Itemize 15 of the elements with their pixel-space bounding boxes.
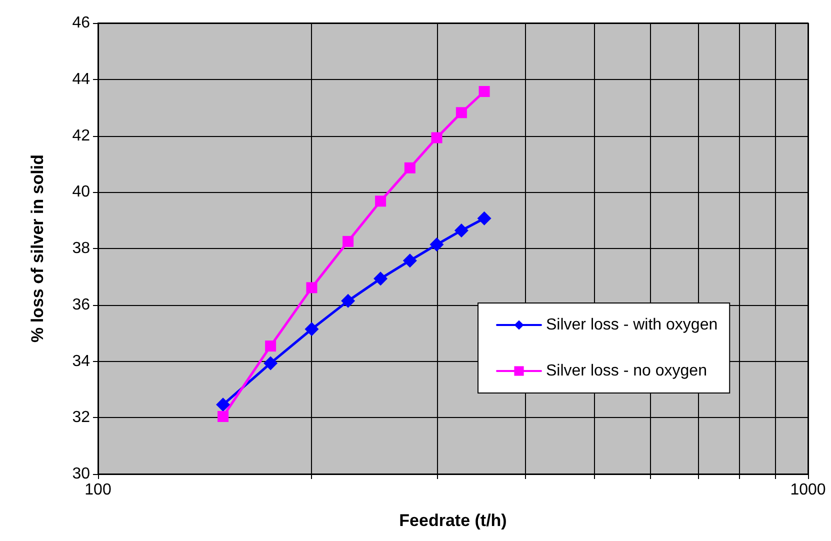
x-axis-title: Feedrate (t/h) [399,511,507,530]
x-tick-label: 1000 [790,482,826,498]
y-tick-label: 40 [72,184,90,201]
y-tick-label: 34 [72,352,90,370]
y-tick-label: 42 [72,127,90,144]
legend-label: Silver loss - with oxygen [546,316,718,334]
y-tick-label: 30 [72,466,90,482]
y-tick-label: 36 [72,296,90,314]
y-tick-label: 44 [72,70,90,88]
legend-label: Silver loss - no oxygen [546,362,707,380]
y-tick-label: 32 [72,409,90,426]
y-tick-label: 46 [72,14,90,32]
x-tick-label: 100 [84,482,112,498]
y-tick-label: 38 [72,240,90,257]
y-axis-title: % loss of silver in solid [28,154,47,342]
